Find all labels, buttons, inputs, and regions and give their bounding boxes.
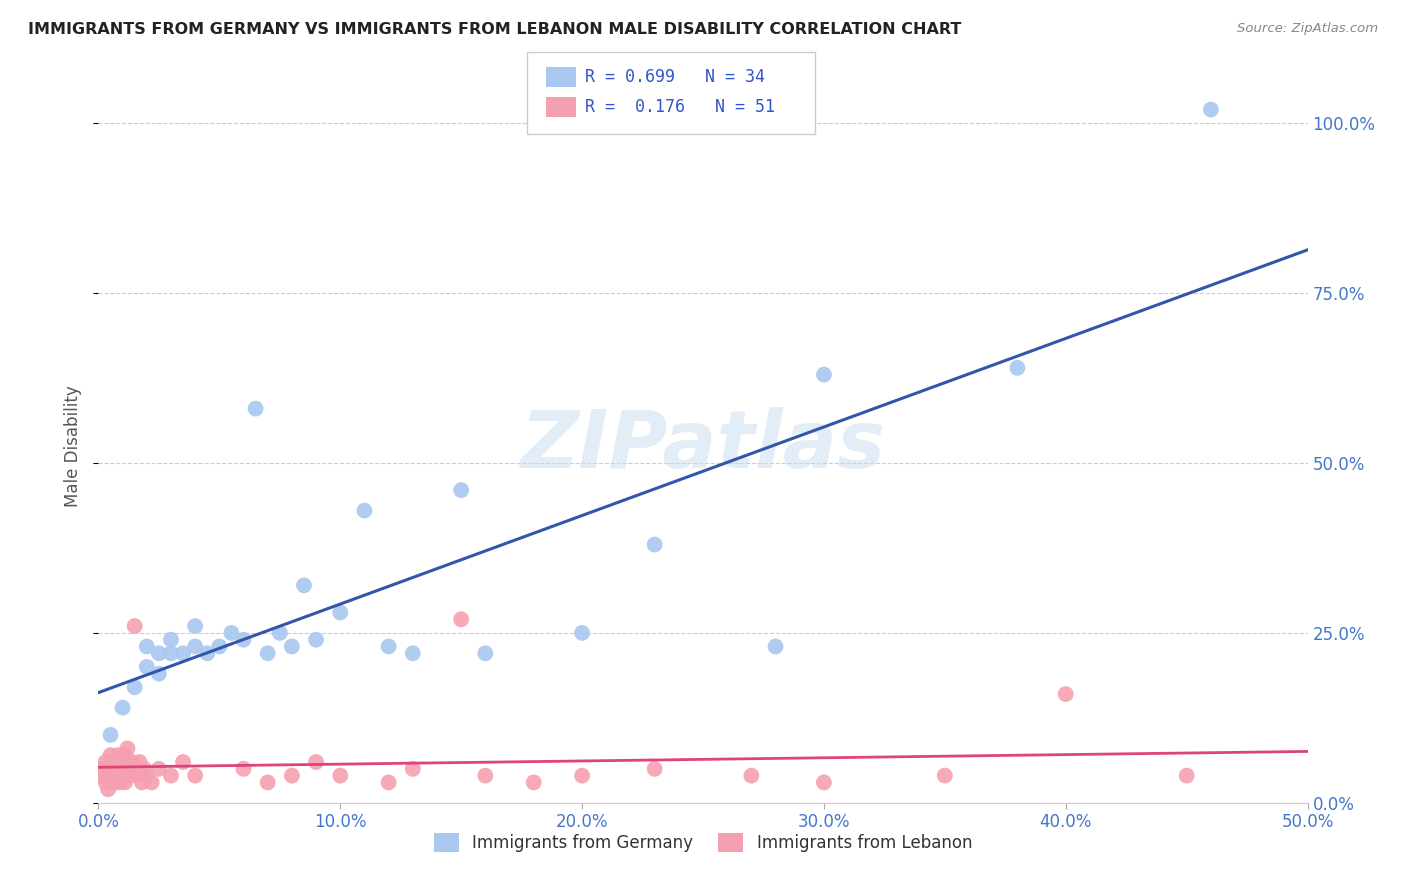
Point bbox=[135, 660, 157, 674]
Point bbox=[100, 769, 122, 783]
Point bbox=[329, 606, 352, 620]
Point bbox=[934, 769, 956, 783]
Point bbox=[813, 775, 835, 789]
Point bbox=[111, 700, 134, 714]
Point bbox=[104, 775, 127, 789]
Point bbox=[377, 640, 399, 654]
Point bbox=[208, 640, 231, 654]
Point bbox=[111, 755, 134, 769]
Point bbox=[195, 646, 218, 660]
Point bbox=[740, 769, 762, 783]
Point bbox=[108, 762, 131, 776]
Point bbox=[1007, 360, 1029, 375]
Point bbox=[1199, 103, 1222, 117]
Point bbox=[765, 640, 787, 654]
Point bbox=[1175, 769, 1198, 783]
Point bbox=[813, 368, 835, 382]
Point bbox=[450, 612, 472, 626]
Point bbox=[644, 762, 666, 776]
Y-axis label: Male Disability: Male Disability bbox=[65, 385, 83, 507]
Point bbox=[474, 769, 496, 783]
Point bbox=[571, 769, 593, 783]
Text: R = 0.699   N = 34: R = 0.699 N = 34 bbox=[585, 68, 765, 86]
Point bbox=[281, 769, 304, 783]
Point bbox=[141, 775, 163, 789]
Point bbox=[90, 762, 112, 776]
Point bbox=[111, 769, 134, 783]
Point bbox=[124, 680, 146, 694]
Point bbox=[127, 769, 149, 783]
Point bbox=[135, 640, 157, 654]
Point bbox=[523, 775, 546, 789]
Text: R =  0.176   N = 51: R = 0.176 N = 51 bbox=[585, 98, 775, 116]
Point bbox=[377, 775, 399, 789]
Point bbox=[104, 755, 127, 769]
Point bbox=[571, 626, 593, 640]
Point bbox=[114, 748, 136, 763]
Point bbox=[402, 762, 425, 776]
Point bbox=[644, 537, 666, 551]
Point bbox=[135, 769, 157, 783]
Point bbox=[124, 619, 146, 633]
Point bbox=[114, 775, 136, 789]
Point bbox=[184, 640, 207, 654]
Point bbox=[100, 748, 122, 763]
Point bbox=[353, 503, 375, 517]
Point bbox=[450, 483, 472, 498]
Point bbox=[101, 762, 124, 776]
Point bbox=[256, 775, 278, 789]
Point bbox=[91, 769, 114, 783]
Point bbox=[160, 646, 183, 660]
Point bbox=[269, 626, 291, 640]
Point bbox=[172, 755, 194, 769]
Point bbox=[402, 646, 425, 660]
Point bbox=[121, 755, 143, 769]
Text: ZIPatlas: ZIPatlas bbox=[520, 407, 886, 485]
Point bbox=[101, 775, 124, 789]
Point bbox=[256, 646, 278, 660]
Point bbox=[148, 646, 170, 660]
Point bbox=[107, 769, 129, 783]
Point bbox=[100, 728, 122, 742]
Point bbox=[148, 666, 170, 681]
Point bbox=[131, 775, 153, 789]
Point bbox=[118, 769, 141, 783]
Point bbox=[184, 619, 207, 633]
Point bbox=[107, 748, 129, 763]
Point bbox=[245, 401, 267, 416]
Point bbox=[1054, 687, 1077, 701]
Point bbox=[474, 646, 496, 660]
Point bbox=[108, 775, 131, 789]
Point bbox=[221, 626, 243, 640]
Point bbox=[97, 782, 120, 797]
Point bbox=[134, 762, 156, 776]
Point bbox=[172, 646, 194, 660]
Point bbox=[94, 755, 117, 769]
Point bbox=[184, 769, 207, 783]
Point bbox=[305, 755, 328, 769]
Text: IMMIGRANTS FROM GERMANY VS IMMIGRANTS FROM LEBANON MALE DISABILITY CORRELATION C: IMMIGRANTS FROM GERMANY VS IMMIGRANTS FR… bbox=[28, 22, 962, 37]
Point bbox=[281, 640, 304, 654]
Point bbox=[94, 775, 117, 789]
Point bbox=[329, 769, 352, 783]
Point bbox=[160, 632, 183, 647]
Point bbox=[117, 741, 139, 756]
Point bbox=[305, 632, 328, 647]
Point bbox=[148, 762, 170, 776]
Legend: Immigrants from Germany, Immigrants from Lebanon: Immigrants from Germany, Immigrants from… bbox=[427, 827, 979, 859]
Point bbox=[128, 755, 150, 769]
Point bbox=[117, 762, 139, 776]
Point bbox=[292, 578, 315, 592]
Point bbox=[232, 632, 254, 647]
Text: Source: ZipAtlas.com: Source: ZipAtlas.com bbox=[1237, 22, 1378, 36]
Point bbox=[232, 762, 254, 776]
Point bbox=[160, 769, 183, 783]
